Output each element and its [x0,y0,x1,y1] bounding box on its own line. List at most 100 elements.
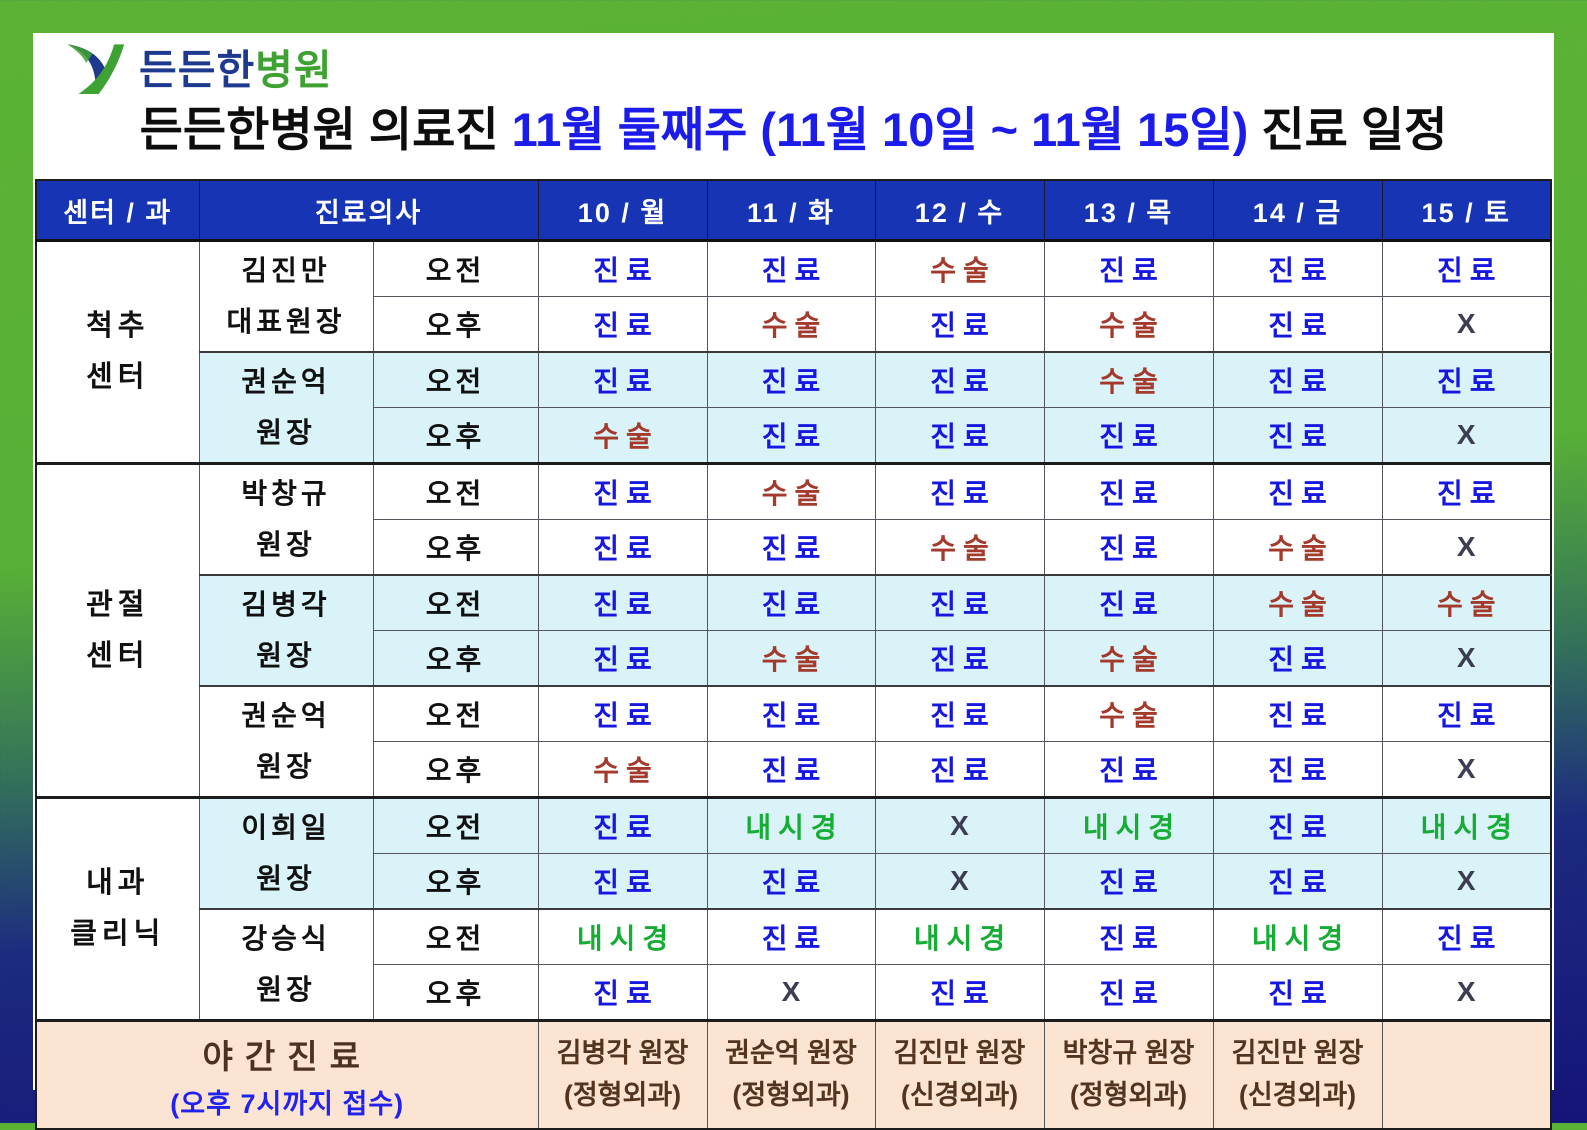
schedule-row: 관절 센터 박창규 원장 오전 진료 수술 진료 진료 진료 진료 [35,462,1552,798]
status-label: 수술 [1099,366,1165,397]
schedule-row: 오후 진료 X 진료 진료 진료 X [36,964,1552,1021]
status-label: 진료 [761,700,828,731]
schedule-cell: 진료 [537,574,708,631]
status-label: 진료 [1268,644,1334,675]
night-doctor: 박창규 원장 [1062,1038,1195,1069]
status-label: 진료 [1099,923,1165,954]
status-label: 진료 [1099,867,1165,898]
col-header-day-tue: 11 / 화 [706,179,876,242]
schedule-row: 권순억 원장 오전 진료 진료 진료 수술 진료 진료 [36,351,1552,464]
title-highlight: 11월 둘째주 (11월 10일 ~ 11월 15일) [511,103,1249,156]
schedule-cell: 진료 [1212,351,1383,408]
night-clinic-cell: 김병각 원장 (정형외과) [537,1019,708,1130]
title-suffix: 진료 일정 [1248,103,1448,156]
session-label: 오후 [372,519,539,576]
schedule-cell: 진료 [1212,630,1383,687]
status-label: 진료 [930,978,996,1009]
schedule-cell: 진료 [706,519,876,576]
title-prefix: 든든한병원 의료진 [139,103,512,156]
night-doctor: 김진만 원장 [893,1038,1026,1069]
schedule-cell: 진료 [1043,407,1214,464]
schedule-cell: 진료 [537,853,708,910]
session-label: 오후 [372,853,539,910]
night-doctor: 김병각 원장 [556,1038,689,1069]
status-label: 진료 [1436,366,1503,397]
schedule-cell: 수술 [874,240,1045,297]
schedule-cell: 진료 [1043,853,1214,910]
status-label: X [1456,308,1476,339]
schedule-cell: 진료 [706,351,876,408]
schedule-cell: 진료 [1212,853,1383,910]
status-label: 진료 [930,421,996,452]
schedule-cell: 진료 [874,462,1045,520]
status-label: 진료 [1099,755,1165,786]
schedule-cell: 진료 [874,407,1045,464]
schedule-cell: X [1381,741,1552,798]
status-label: 진료 [1099,255,1165,286]
status-label: X [781,976,801,1007]
status-label: 진료 [930,478,996,509]
status-label: 수술 [761,310,828,341]
hospital-logo: 든든한병원 [63,41,333,99]
status-label: 진료 [593,366,659,397]
status-label: 내시경 [1251,923,1351,954]
session-label: 오후 [372,741,539,798]
status-label: 진료 [1099,533,1165,564]
header-row: 센터 / 과 진료의사 10 / 월 11 / 화 12 / 수 13 / 목 … [35,179,1552,242]
schedule-cell: 진료 [1043,741,1214,798]
schedule-cell: 내시경 [1212,908,1383,965]
doctor-name: 김병각 원장 [198,574,374,687]
schedule-cell: X [706,964,876,1021]
schedule-cell: 진료 [1212,741,1383,798]
schedule-cell: 진료 [1212,407,1383,464]
status-label: 진료 [1099,978,1165,1009]
schedule-cell: 수술 [706,630,876,687]
col-header-doctor: 진료의사 [198,179,539,242]
schedule-cell: 수술 [1043,630,1214,687]
status-label: 진료 [1268,812,1334,843]
status-label: X [1456,642,1476,673]
status-label: 수술 [1099,644,1165,675]
status-label: 진료 [1268,478,1334,509]
schedule-row: 강승식 원장 오전 내시경 진료 내시경 진료 내시경 진료 [36,908,1552,1021]
schedule-cell: 진료 [874,351,1045,408]
schedule-cell: 진료 [1212,796,1383,854]
status-label: 내시경 [1420,812,1519,843]
content-panel: 든든한병원 든든한병원 의료진 11월 둘째주 (11월 10일 ~ 11월 1… [33,33,1554,1130]
schedule-cell: 진료 [706,853,876,910]
doctor-name: 권순억 원장 [198,685,374,798]
status-label: X [950,810,969,841]
status-label: 진료 [930,366,996,397]
schedule-cell: X [1381,964,1552,1021]
status-label: 진료 [1268,310,1334,341]
schedule-cell: 진료 [1043,964,1214,1021]
status-label: 진료 [1099,589,1165,620]
schedule-row: 오후 수술 진료 진료 진료 진료 X [36,407,1552,464]
schedule-row: 내과 클리닉 이희일 원장 오전 진료 내시경 X 내시경 진료 내시경 [35,796,1552,1021]
status-label: 진료 [593,644,659,675]
session-label: 오전 [372,351,539,408]
schedule-table-wrapper: 센터 / 과 진료의사 10 / 월 11 / 화 12 / 수 13 / 목 … [35,179,1552,1130]
status-label: X [1456,865,1476,896]
schedule-cell: 진료 [1043,240,1214,297]
schedule-cell: 진료 [1381,685,1552,742]
night-clinic-cell: 박창규 원장 (정형외과) [1043,1019,1214,1130]
status-label: 내시경 [913,923,1013,954]
status-label: X [950,865,969,896]
hospital-logo-text: 든든한병원 [139,41,333,99]
logo-text-secondary: 병원 [255,47,333,93]
status-label: 진료 [593,812,659,843]
schedule-cell: 진료 [537,964,708,1021]
session-label: 오전 [372,908,539,965]
status-label: 수술 [930,255,996,286]
status-label: 진료 [1436,700,1503,731]
col-header-day-fri: 14 / 금 [1212,179,1383,242]
status-label: 내시경 [745,812,844,843]
status-label: 진료 [761,366,828,397]
page-title: 든든한병원 의료진 11월 둘째주 (11월 10일 ~ 11월 15일) 진료… [33,91,1554,160]
status-label: 진료 [1268,700,1334,731]
night-clinic-cell: 김진만 원장 (신경외과) [1212,1019,1383,1130]
status-label: X [1456,753,1476,784]
center-label-joint: 관절 센터 [35,462,200,798]
status-label: 진료 [761,255,828,286]
